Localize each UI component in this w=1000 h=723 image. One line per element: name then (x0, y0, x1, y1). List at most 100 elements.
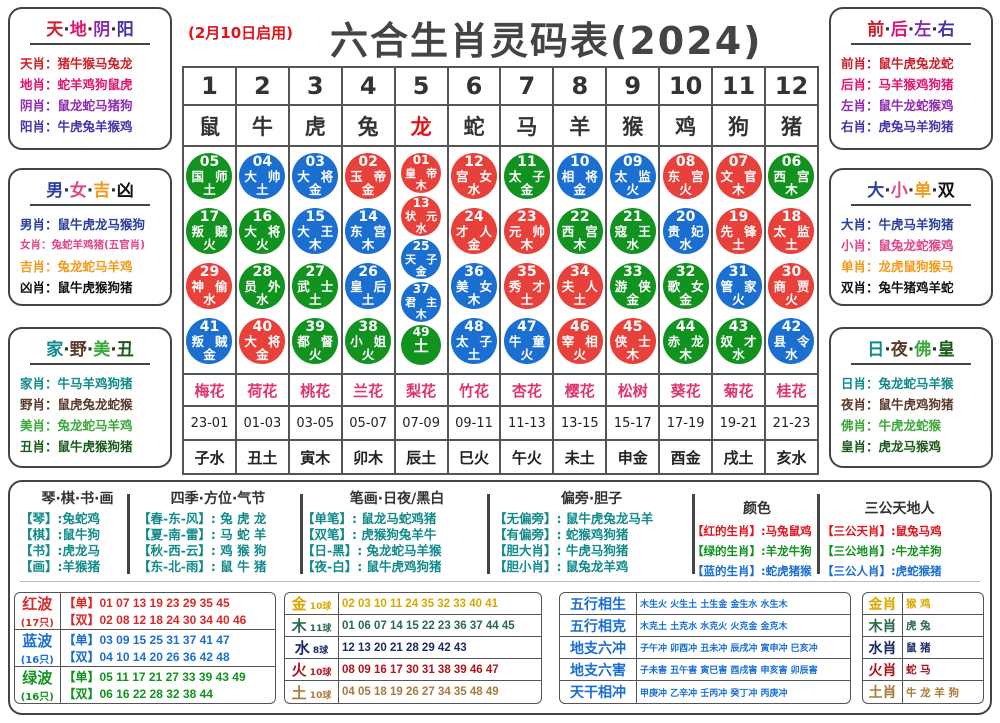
row-sep: ： (866, 259, 879, 274)
column-number: 12 (763, 66, 820, 106)
title-dot: · (884, 181, 891, 201)
number-ball: 23 元帅木 (503, 208, 550, 254)
ball-title-left: 叛 (191, 224, 204, 239)
wave-count: (17只) (20, 618, 54, 629)
time-range: 19-21 (711, 405, 766, 441)
earthly-branch: 卯木 (340, 439, 396, 475)
panel-row: 吉肖：兔龙蛇马羊鸡 (16, 256, 164, 277)
element-char: 金 (291, 595, 307, 613)
wave-name: 绿波 (16只) (15, 667, 61, 703)
ball-title-left: 太 (508, 169, 522, 184)
number-ball: 47 牛童火 (503, 318, 550, 364)
ball-number: 40 (252, 319, 273, 335)
zodiac-name: 龙 (393, 104, 449, 147)
ball-element: 金 (626, 292, 639, 307)
ball-number: 04 (252, 154, 273, 170)
ball-element: 金 (309, 182, 322, 197)
ball-title-right: 人 (479, 224, 492, 239)
ball-element: 金 (573, 182, 587, 197)
element-zodiac-value: 蛇 马 (903, 659, 983, 681)
title-dot: · (86, 181, 94, 201)
time-range: 11-13 (499, 405, 555, 441)
ball-title-left: 游 (614, 279, 628, 294)
number-ball: 18 太监土 (768, 208, 815, 254)
panel-row: 阴肖：鼠龙蛇马猪狗 (16, 95, 164, 116)
column-number: 3 (287, 66, 343, 106)
odd-numbers: 【单】03 09 15 25 31 37 41 47 (63, 633, 230, 647)
number-ball: 11 太子金 (503, 153, 550, 199)
row-sep: ： (41, 239, 52, 251)
section-row: 【棋】:鼠牛狗 (20, 527, 100, 542)
title-char: 丑 (116, 340, 134, 360)
ball-title-left: 大 (297, 169, 310, 184)
panel-row: 皇肖：虎龙马猴鸡 (837, 436, 985, 457)
ball-title-right: 侠 (638, 279, 651, 294)
ball-number: 12 (464, 154, 484, 170)
row-sep: ： (45, 376, 58, 391)
ball-title-right: 女 (479, 169, 492, 184)
ball-element: 土 (309, 292, 322, 307)
element-zodiac-row: 土肖牛 龙 羊 狗 (863, 681, 983, 703)
ball-element: 金 (361, 182, 375, 197)
row-value: 虎兔马羊狗猪 (878, 119, 954, 134)
title-dot: · (110, 181, 117, 201)
number-ball: 24 才人金 (450, 208, 497, 254)
ball-number: 43 (728, 319, 749, 335)
relation-text: 木克土 土克水 水克火 火克金 金克木 (637, 615, 850, 637)
ball-element: 火 (309, 347, 322, 362)
ball-number: 39 (305, 319, 325, 335)
ball-title-right: 官 (744, 169, 757, 184)
panel-row: 日肖：兔龙蛇马羊猴 (837, 373, 985, 394)
ball-title-left: 夫 (561, 279, 575, 294)
ball-cell: 12 宫女水 24 才人金 36 美女木 48 太子土 (446, 145, 502, 375)
zodiac-name: 牛 (234, 104, 290, 147)
even-numbers: 【双】06 16 22 28 32 38 44 (63, 687, 213, 701)
start-date-note: (2月10日启用) (188, 24, 294, 42)
element-numbers: 08 09 16 17 30 31 38 39 46 47 (339, 659, 541, 681)
ball-element: 木 (520, 237, 534, 252)
ball-title-left: 国 (191, 169, 204, 184)
number-ball: 20 贵妃水 (662, 208, 709, 254)
section-row: 【秋-西-云】: 鸡 猴 狗 (138, 543, 267, 558)
title-char: 美 (93, 340, 111, 360)
ball-title-right: 偷 (214, 279, 228, 294)
ball-title-left: 西 (561, 224, 575, 239)
relation-label: 天干相冲 (560, 681, 637, 703)
section-title: 四季·方位·气节 (170, 491, 266, 507)
ball-number: 07 (728, 154, 749, 170)
row-label: 后肖 (841, 77, 867, 92)
ball-number: 09 (622, 154, 643, 170)
number-ball: 39 都督火 (292, 318, 339, 364)
number-ball: 14 东宫木 (345, 208, 392, 254)
element-row: 土 10球 04 05 18 19 26 27 34 35 48 49 (285, 681, 541, 703)
ball-title-right: 将 (267, 334, 281, 349)
element-zodiac-value: 鼠 猪 (903, 637, 983, 659)
ball-title-left: 玉 (350, 169, 363, 184)
ball-number: 14 (358, 209, 378, 225)
ball-element: 木 (415, 179, 427, 192)
number-ball: 44 赤龙木 (662, 318, 709, 364)
ball-title-right: 帝 (373, 169, 387, 184)
flower: 菊花 (711, 373, 766, 407)
section-row: 【夜-白】: 鼠牛虎鸡狗猪 (302, 559, 442, 574)
number-ball: 02 玉帝金 (345, 153, 392, 199)
time-range: 13-15 (552, 405, 608, 441)
side-panel: 家·野·美·丑 家肖：牛马羊鸡狗猪 野肖：鼠虎兔龙蛇猴 美肖：兔龙蛇马羊鸡 丑肖：鼠牛虎… (8, 327, 172, 468)
ball-cell: 03 大将金 15 大王木 27 武士土 39 都督火 (287, 145, 343, 375)
time-range: 21-23 (763, 405, 820, 441)
title-char: 后 (890, 20, 908, 40)
number-ball: 28 员外水 (239, 263, 286, 309)
panel-row: 男肖：鼠牛虎龙马猴狗 (16, 214, 164, 235)
element-row: 金 10球 02 03 10 11 24 35 32 33 40 41 (285, 593, 541, 615)
relation-label: 五行相克 (560, 615, 637, 637)
ball-number: 23 (517, 209, 537, 225)
title-char: 佛 (914, 340, 932, 360)
row-value: 牛虎兔羊猴鸡 (57, 119, 133, 134)
flower: 桃花 (287, 373, 343, 407)
section-row: 【东-北-雨】: 鼠 牛 猪 (138, 559, 267, 574)
section-row: 【无偏旁】: 鼠牛虎兔龙马羊 (494, 511, 654, 526)
ball-element: 水 (203, 292, 216, 307)
ball-element: 木 (361, 237, 375, 252)
odd-numbers: 【单】05 11 17 21 27 33 39 43 49 (63, 670, 246, 684)
row-sep: ： (866, 280, 879, 295)
